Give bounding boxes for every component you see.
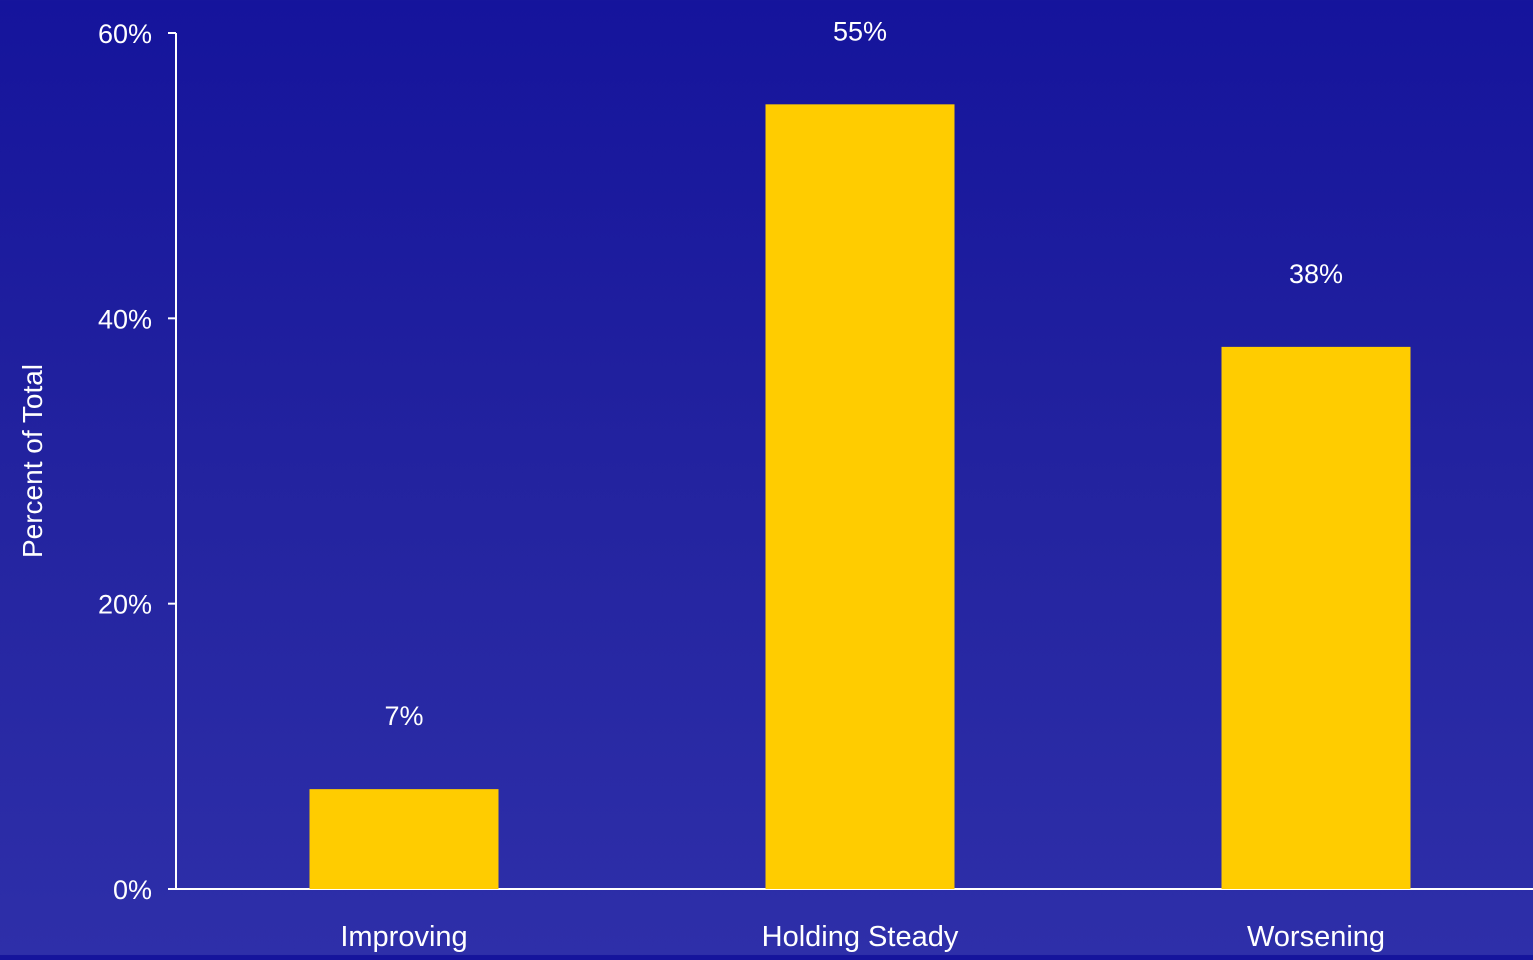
data-label: 38% (1289, 259, 1343, 289)
labels: 0% 20% 40% 60% 7% Improving 55% Holding Steady 3… (98, 16, 1385, 953)
y-tick-label: 60% (98, 19, 152, 49)
bar (1221, 346, 1411, 889)
y-axis-label: Percent of Total (17, 364, 48, 558)
bar (765, 104, 955, 890)
y-tick-label: 40% (98, 304, 152, 334)
data-label: 7% (384, 701, 423, 731)
y-tick-label: 20% (98, 590, 152, 620)
y-tick-label: 0% (113, 875, 152, 905)
x-tick-label: Improving (340, 921, 467, 953)
x-tick-label: Holding Steady (762, 921, 959, 953)
bars (309, 104, 1411, 890)
data-label: 55% (833, 16, 887, 46)
x-tick-label: Worsening (1247, 921, 1385, 953)
bar (309, 789, 499, 889)
